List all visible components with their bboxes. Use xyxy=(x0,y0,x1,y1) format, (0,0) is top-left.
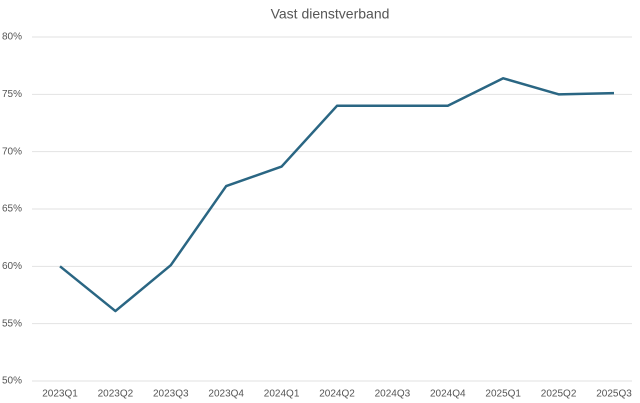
y-tick-label: 50% xyxy=(2,376,22,387)
x-tick-label: 2024Q2 xyxy=(319,389,355,400)
chart-title: Vast dienstverband xyxy=(271,6,390,22)
y-tick-label: 65% xyxy=(2,204,22,215)
x-tick-label: 2023Q4 xyxy=(208,389,244,400)
y-tick-label: 80% xyxy=(2,32,22,43)
x-tick-label: 2023Q1 xyxy=(42,389,78,400)
y-tick-label: 70% xyxy=(2,146,22,157)
data-line xyxy=(59,77,615,313)
x-tick-label: 2025Q3 xyxy=(596,389,632,400)
x-tick-label: 2024Q3 xyxy=(375,389,411,400)
y-tick-label: 75% xyxy=(2,89,22,100)
x-tick-label: 2024Q1 xyxy=(264,389,300,400)
x-tick-label: 2023Q3 xyxy=(153,389,189,400)
x-tick-label: 2024Q4 xyxy=(430,389,466,400)
x-tick-label: 2025Q1 xyxy=(485,389,521,400)
y-tick-label: 55% xyxy=(2,318,22,329)
x-tick-label: 2023Q2 xyxy=(98,389,134,400)
y-tick-label: 60% xyxy=(2,261,22,272)
x-tick-label: 2025Q2 xyxy=(541,389,577,400)
